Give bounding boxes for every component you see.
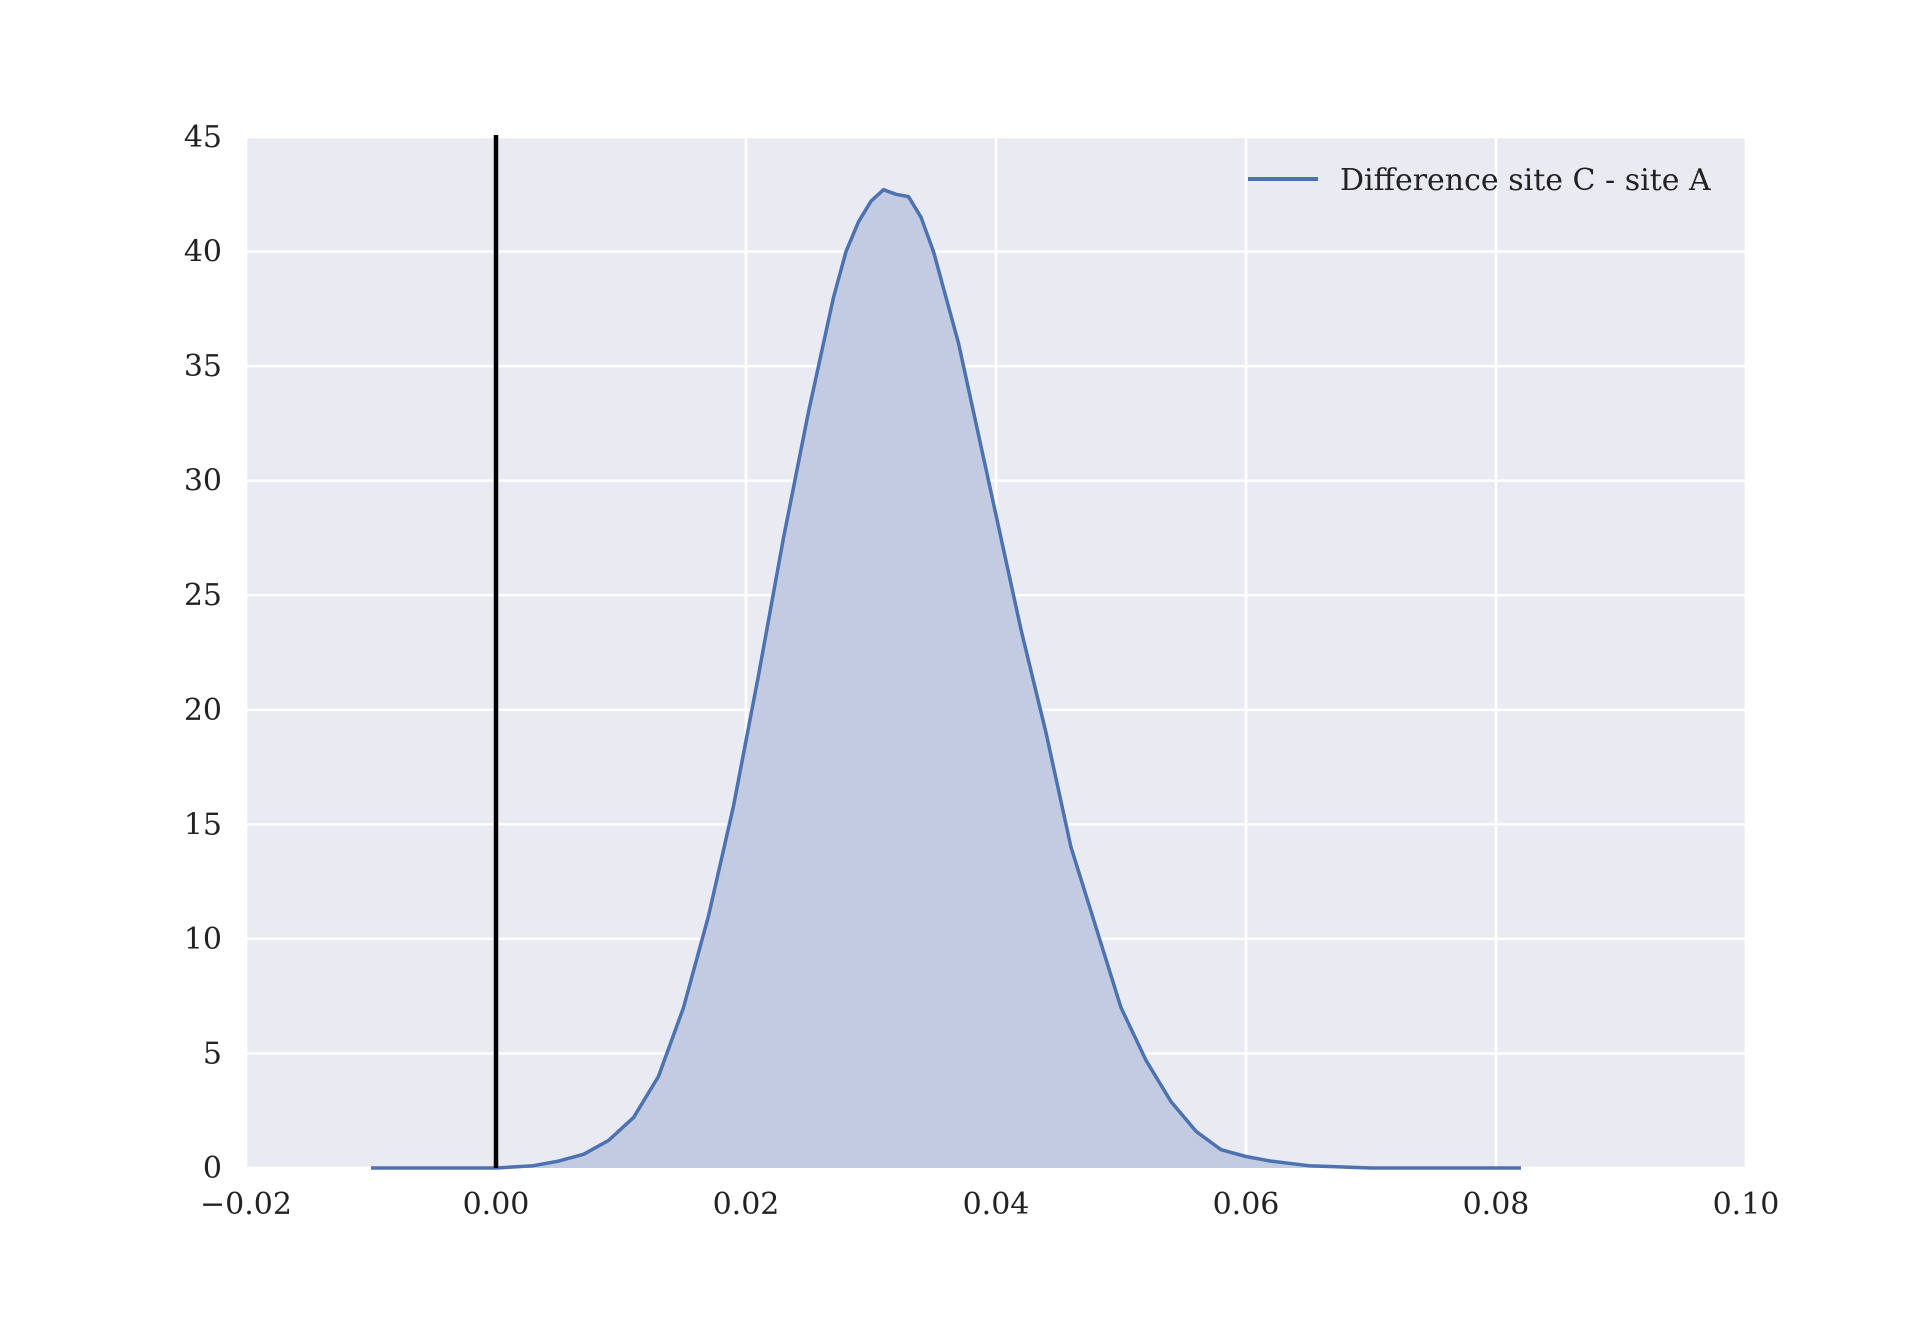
legend: Difference site C - site A xyxy=(1248,163,1711,198)
y-tick-label: 45 xyxy=(184,120,222,155)
x-tick-label: 0.10 xyxy=(1713,1187,1780,1222)
y-tick-label: 10 xyxy=(184,922,222,957)
y-tick-label: 0 xyxy=(203,1151,222,1186)
y-axis-ticks: 0 5 10 15 20 25 30 35 40 45 xyxy=(184,120,222,1186)
x-axis-ticks: −0.02 0.00 0.02 0.04 0.06 0.08 0.10 xyxy=(200,1187,1779,1222)
x-tick-label: 0.02 xyxy=(713,1187,780,1222)
density-fill xyxy=(371,189,1521,1168)
y-tick-label: 5 xyxy=(203,1036,222,1071)
y-tick-label: 40 xyxy=(184,235,222,270)
x-tick-label: −0.02 xyxy=(200,1187,292,1222)
legend-label: Difference site C - site A xyxy=(1340,163,1711,198)
y-tick-label: 35 xyxy=(184,349,222,384)
y-tick-label: 15 xyxy=(184,807,222,842)
density-area xyxy=(371,189,1521,1168)
x-tick-label: 0.04 xyxy=(963,1187,1030,1222)
density-line xyxy=(371,187,1521,1170)
y-tick-label: 30 xyxy=(184,464,222,499)
y-tick-label: 20 xyxy=(184,693,222,728)
x-tick-label: 0.08 xyxy=(1463,1187,1530,1222)
x-tick-label: 0.00 xyxy=(463,1187,530,1222)
x-tick-label: 0.06 xyxy=(1213,1187,1280,1222)
density-curve xyxy=(371,187,1521,1170)
y-tick-label: 25 xyxy=(184,578,222,613)
